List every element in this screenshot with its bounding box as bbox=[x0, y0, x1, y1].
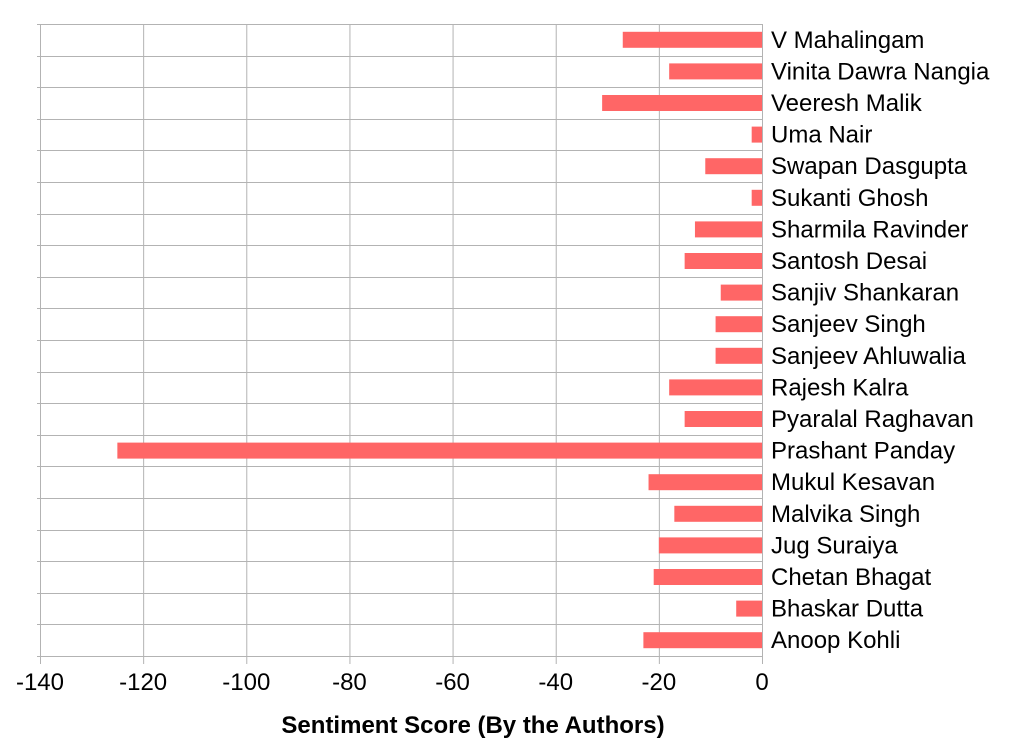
bar bbox=[684, 253, 762, 269]
bar bbox=[653, 569, 762, 585]
bar bbox=[736, 600, 762, 617]
bar bbox=[648, 474, 762, 491]
bar bbox=[643, 632, 762, 649]
category-label: Sanjiv Shankaran bbox=[771, 280, 959, 307]
category-label: Anoop Kohli bbox=[771, 627, 900, 654]
category-labels: V Mahalingam Vinita Dawra Nangia Veeresh M… bbox=[771, 27, 990, 654]
bar bbox=[751, 126, 762, 143]
bar bbox=[658, 537, 762, 554]
bar bbox=[684, 411, 762, 427]
bar bbox=[117, 442, 763, 459]
bar bbox=[720, 284, 762, 301]
bar bbox=[694, 221, 762, 238]
x-tick-label: 0 bbox=[755, 669, 768, 696]
category-label: Swapan Dasgupta bbox=[771, 153, 968, 180]
category-label: Jug Suraiya bbox=[771, 532, 898, 559]
category-label: Vinita Dawra Nangia bbox=[771, 58, 990, 85]
x-axis-title: Sentiment Score (By the Authors) bbox=[281, 712, 664, 739]
category-label: Veeresh Malik bbox=[771, 90, 923, 117]
category-label: Santosh Desai bbox=[771, 248, 927, 275]
bar bbox=[705, 158, 762, 175]
bar bbox=[602, 95, 762, 111]
vertical-gridlines bbox=[40, 24, 763, 664]
x-tick-label: -20 bbox=[642, 669, 677, 696]
category-label: Sharmila Ravinder bbox=[771, 216, 968, 243]
category-label: Uma Nair bbox=[771, 122, 872, 149]
bar bbox=[715, 347, 762, 364]
bar bbox=[715, 316, 762, 333]
x-tick-label: -40 bbox=[538, 669, 573, 696]
category-label: Mukul Kesavan bbox=[771, 469, 935, 496]
category-label: Pyaralal Raghavan bbox=[771, 406, 974, 433]
x-tick-label: -80 bbox=[332, 669, 367, 696]
bar bbox=[669, 379, 762, 396]
x-tick-label: -60 bbox=[435, 669, 470, 696]
category-label: V Mahalingam bbox=[771, 27, 924, 54]
x-tick-labels: -140 -120 -100 -80 -60 -40 -20 0 bbox=[16, 669, 769, 696]
bar bbox=[674, 505, 762, 522]
bar bbox=[751, 189, 762, 206]
category-label: Rajesh Kalra bbox=[771, 374, 909, 401]
category-label: Sanjeev Ahluwalia bbox=[771, 343, 966, 370]
category-label: Prashant Panday bbox=[771, 438, 955, 465]
category-label: Bhaskar Dutta bbox=[771, 596, 924, 623]
x-tick-label: -120 bbox=[119, 669, 167, 696]
bar bbox=[622, 31, 762, 48]
category-label: Chetan Bhagat bbox=[771, 564, 931, 591]
horizontal-gridlines bbox=[37, 24, 762, 657]
bars bbox=[117, 31, 763, 649]
x-tick-label: -100 bbox=[222, 669, 270, 696]
bar bbox=[669, 63, 762, 80]
category-label: Sukanti Ghosh bbox=[771, 185, 928, 212]
x-tick-label: -140 bbox=[16, 669, 64, 696]
category-label: Malvika Singh bbox=[771, 501, 920, 528]
category-label: Sanjeev Singh bbox=[771, 311, 926, 338]
